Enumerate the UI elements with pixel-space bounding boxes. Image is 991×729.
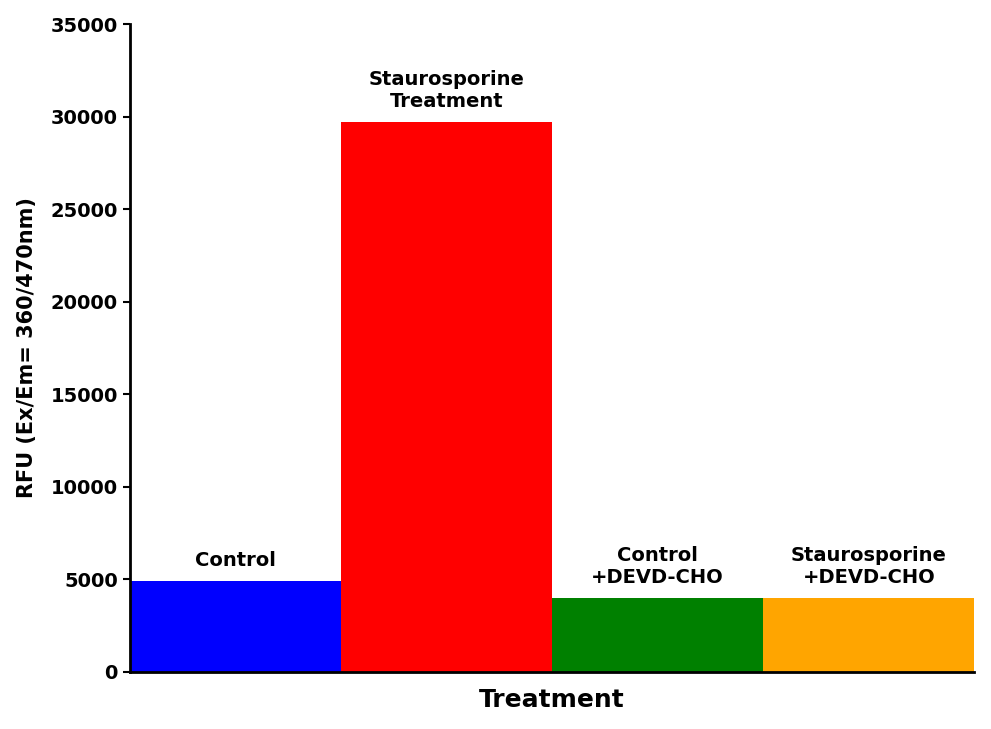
Bar <box>130 581 341 671</box>
X-axis label: Treatment: Treatment <box>480 688 625 712</box>
Y-axis label: RFU (Ex/Em= 360/470nm): RFU (Ex/Em= 360/470nm) <box>17 198 37 499</box>
Bar <box>552 598 763 671</box>
Text: Staurosporine
Treatment: Staurosporine Treatment <box>369 70 524 111</box>
Bar <box>341 122 552 671</box>
Text: Control: Control <box>195 551 275 570</box>
Text: Control
+DEVD-CHO: Control +DEVD-CHO <box>592 545 724 587</box>
Bar <box>763 598 974 671</box>
Text: Staurosporine
+DEVD-CHO: Staurosporine +DEVD-CHO <box>791 545 946 587</box>
